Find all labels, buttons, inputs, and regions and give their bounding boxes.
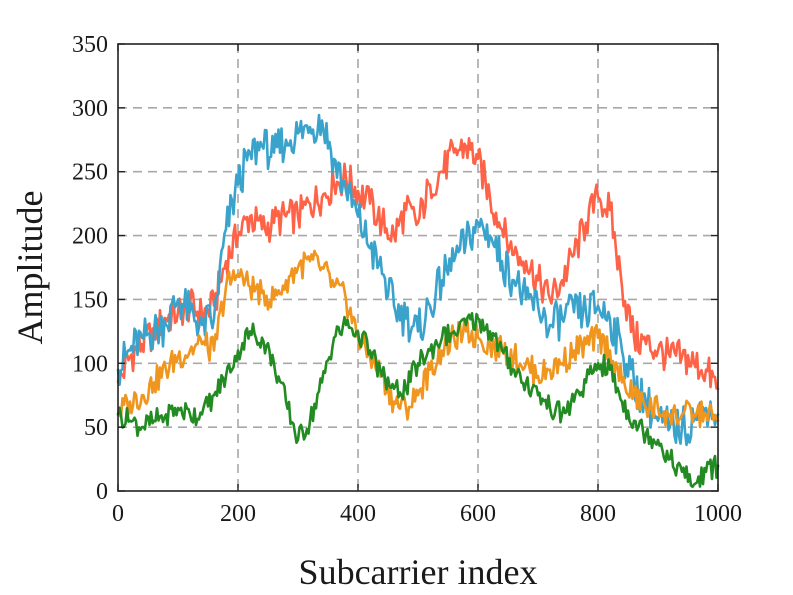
y-tick-label: 100 [72,351,108,377]
y-tick-label: 250 [72,160,108,186]
y-tick-label: 200 [72,224,108,250]
x-tick-label: 0 [112,501,124,527]
series-layer [116,113,720,489]
x-axis: 0 200 400 600 800 1000 [112,44,742,527]
x-tick-label: 400 [340,501,376,527]
x-axis-label: Subcarrier index [299,552,538,592]
grid [118,44,718,491]
series-line-4 [116,312,720,489]
series-line-3 [116,249,720,429]
y-tick-label: 300 [72,96,108,122]
y-tick-label: 150 [72,287,108,313]
x-tick-label: 600 [460,501,496,527]
series-line-2 [116,113,720,447]
y-axis-label: Amplitude [10,191,50,345]
x-tick-label: 800 [580,501,616,527]
x-tick-label: 1000 [694,501,742,527]
y-tick-label: 0 [96,479,108,505]
y-axis: 0 50 100 150 200 250 300 350 [72,32,718,505]
x-tick-label: 200 [220,501,256,527]
y-tick-label: 350 [72,32,108,58]
plot-frame [117,43,719,492]
y-tick-label: 50 [84,415,108,441]
